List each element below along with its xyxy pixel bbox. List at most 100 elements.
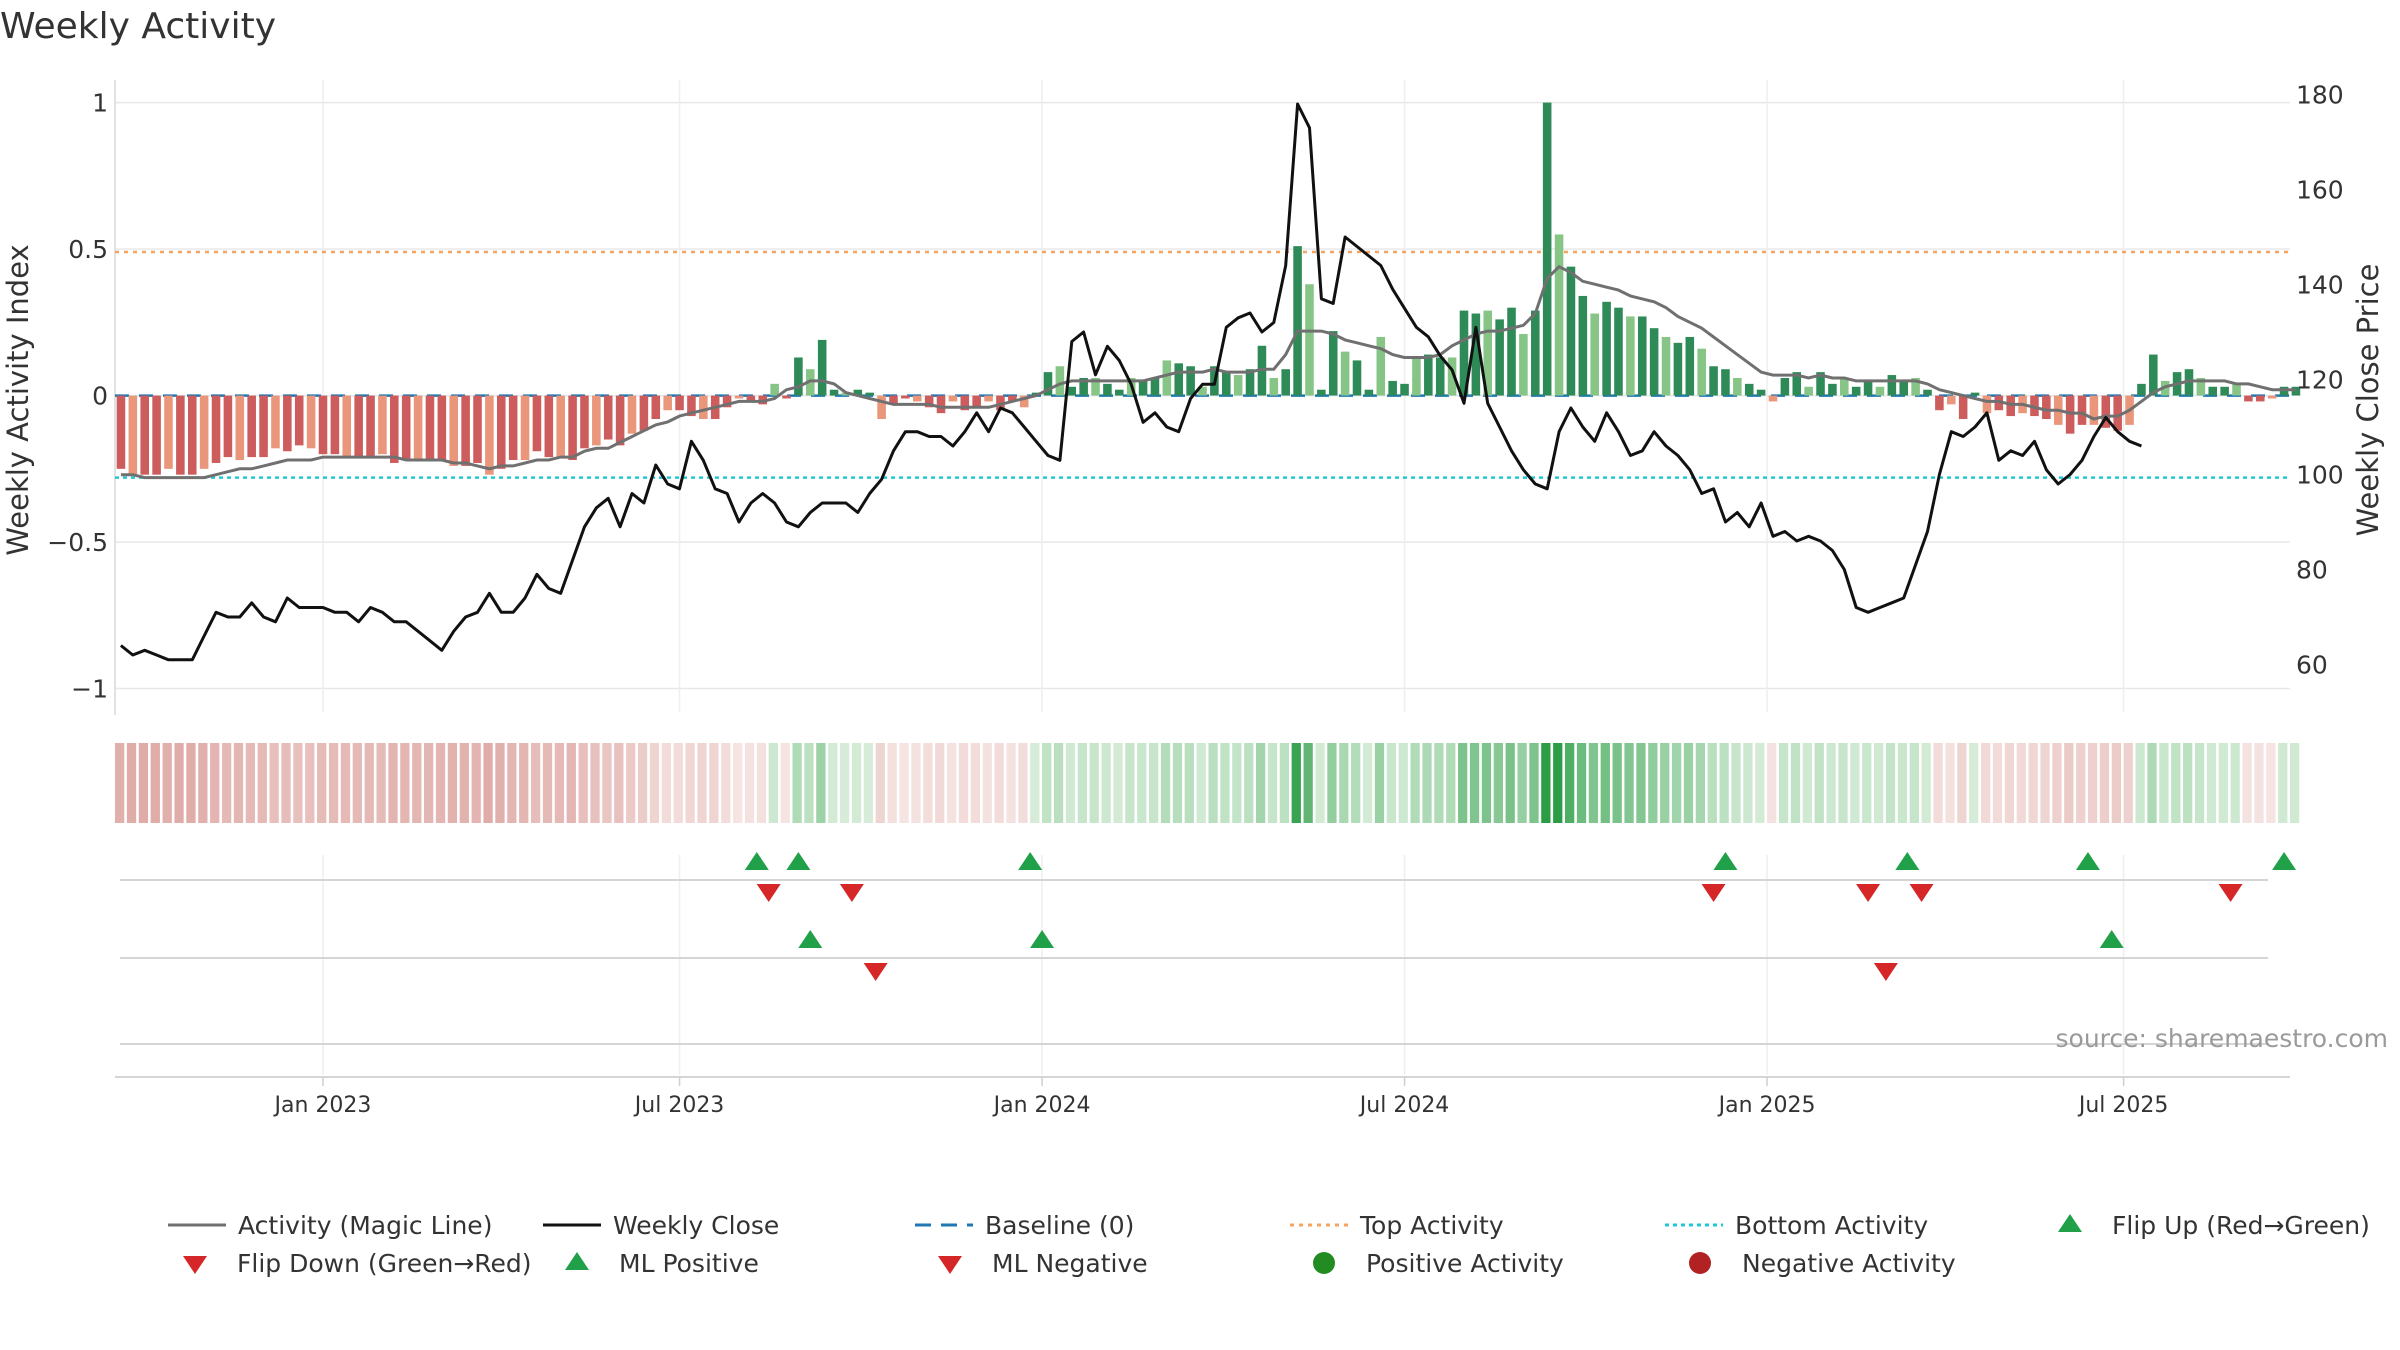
ribbon-cell [792,743,802,823]
ribbon-cell [305,743,315,823]
activity-bar [556,395,565,458]
activity-bar [1566,266,1576,396]
y-tick-label: −0.5 [47,528,108,557]
activity-bar [1400,383,1409,396]
activity-bar [1507,307,1516,396]
ribbon-cell [1850,743,1860,823]
activity-bar [2256,395,2265,402]
y-axis-label: Weekly Activity Index [1,244,35,555]
activity-bar [912,395,922,402]
activity-bar [1780,377,1790,396]
ribbon-cell [2123,743,2133,823]
legend-item-mlneg: ML Negative [938,1249,1148,1278]
date-tick-label: Jul 2025 [2077,1093,2169,1118]
y2-axis-label: Weekly Close Price [2351,264,2385,537]
activity-bar [366,395,375,458]
ribbon-cell [1362,743,1373,823]
ribbon-cell [1695,743,1706,823]
ribbon-cell [1790,743,1801,823]
activity-bar [1756,389,1766,396]
y-axis-right: 180 160 140 120 100 80 60 [2296,81,2344,680]
activity-bar [1637,316,1647,396]
activity-bar [1923,389,1932,396]
activity-bar [128,395,138,475]
activity-bar [1008,395,1017,402]
ribbon-cell [590,743,600,823]
activity-bars [116,102,2301,475]
activity-bar [1768,395,1778,402]
ribbon-cell [186,743,196,823]
ribbon-cell [851,743,862,823]
source-note: source: sharemaestro.com [2056,1024,2389,1053]
activity-ribbon [115,743,2300,823]
ml-negative-marker [863,963,888,981]
date-axis: Jan 2023 Jul 2023 Jan 2024 Jul 2024 Jan 2025… [115,1076,2290,1118]
ribbon-cell [1351,743,1361,823]
activity-bar [2137,383,2146,396]
ribbon-cell [2230,743,2240,823]
activity-bar [1328,331,1338,396]
activity-bar [2291,386,2301,396]
activity-bar [972,395,981,408]
activity-bar [152,395,161,475]
activity-bar [1697,348,1706,396]
ribbon-cell [828,743,838,823]
activity-bar [853,389,863,396]
legend-swatch-triangle-up [2058,1214,2082,1232]
ribbon-cell [1291,743,1301,823]
ribbon-cell [2290,743,2300,823]
ribbon-cell [447,743,458,823]
ribbon-cell [721,743,731,823]
ribbon-cell [709,743,719,823]
ribbon-cell [542,743,553,823]
activity-bar [294,395,304,446]
ribbon-cell [637,743,648,823]
ribbon-cell [1458,743,1468,823]
ribbon-cell [1386,743,1396,823]
ribbon-cell [281,743,291,823]
ribbon-cell [1945,743,1955,823]
activity-bar [1709,366,1718,396]
ribbon-cell [816,743,826,823]
ribbon-cell [459,743,469,823]
ribbon-cell [2278,743,2288,823]
activity-bar [1578,295,1588,396]
activity-bar [235,395,245,461]
activity-bar [473,395,482,463]
activity-bar [116,395,126,469]
activity-bar [1602,301,1611,396]
ribbon-cell [1957,743,1967,823]
activity-bar [211,395,221,463]
legend-label: Flip Up (Red→Green) [2112,1211,2370,1240]
date-tick-label: Jan 2024 [992,1093,1091,1118]
ribbon-cell [293,743,303,823]
ribbon-cell [1422,743,1432,823]
ribbon-cell [875,743,885,823]
legend-item-top: Top Activity [1290,1211,1504,1240]
activity-bar [1198,386,1207,396]
activity-bar [2208,386,2218,396]
activity-bar [1935,395,1944,411]
legend-item-dotneg: Negative Activity [1689,1249,1956,1278]
activity-bar [1851,386,1861,396]
activity-bar [2113,395,2122,431]
ribbon-cell [554,743,565,823]
activity-bar [615,395,625,446]
flip-down-marker [1856,884,1881,902]
activity-bar [568,395,577,461]
activity-bar [1186,366,1195,396]
ribbon-cell [2064,743,2074,823]
activity-bar [544,395,554,458]
date-tick-label: Jul 2023 [633,1093,725,1118]
ribbon-cell [1553,743,1563,823]
activity-bar [960,395,970,411]
activity-bar [1828,383,1837,396]
activity-bar [1685,336,1695,396]
legend-label: Negative Activity [1742,1249,1956,1278]
ribbon-cell [1897,743,1908,823]
activity-bar [817,339,827,396]
ribbon-cell [317,743,327,823]
ribbon-cell [245,743,256,823]
ribbon-cell [2111,743,2121,823]
legend-item-bottom: Bottom Activity [1665,1211,1928,1240]
